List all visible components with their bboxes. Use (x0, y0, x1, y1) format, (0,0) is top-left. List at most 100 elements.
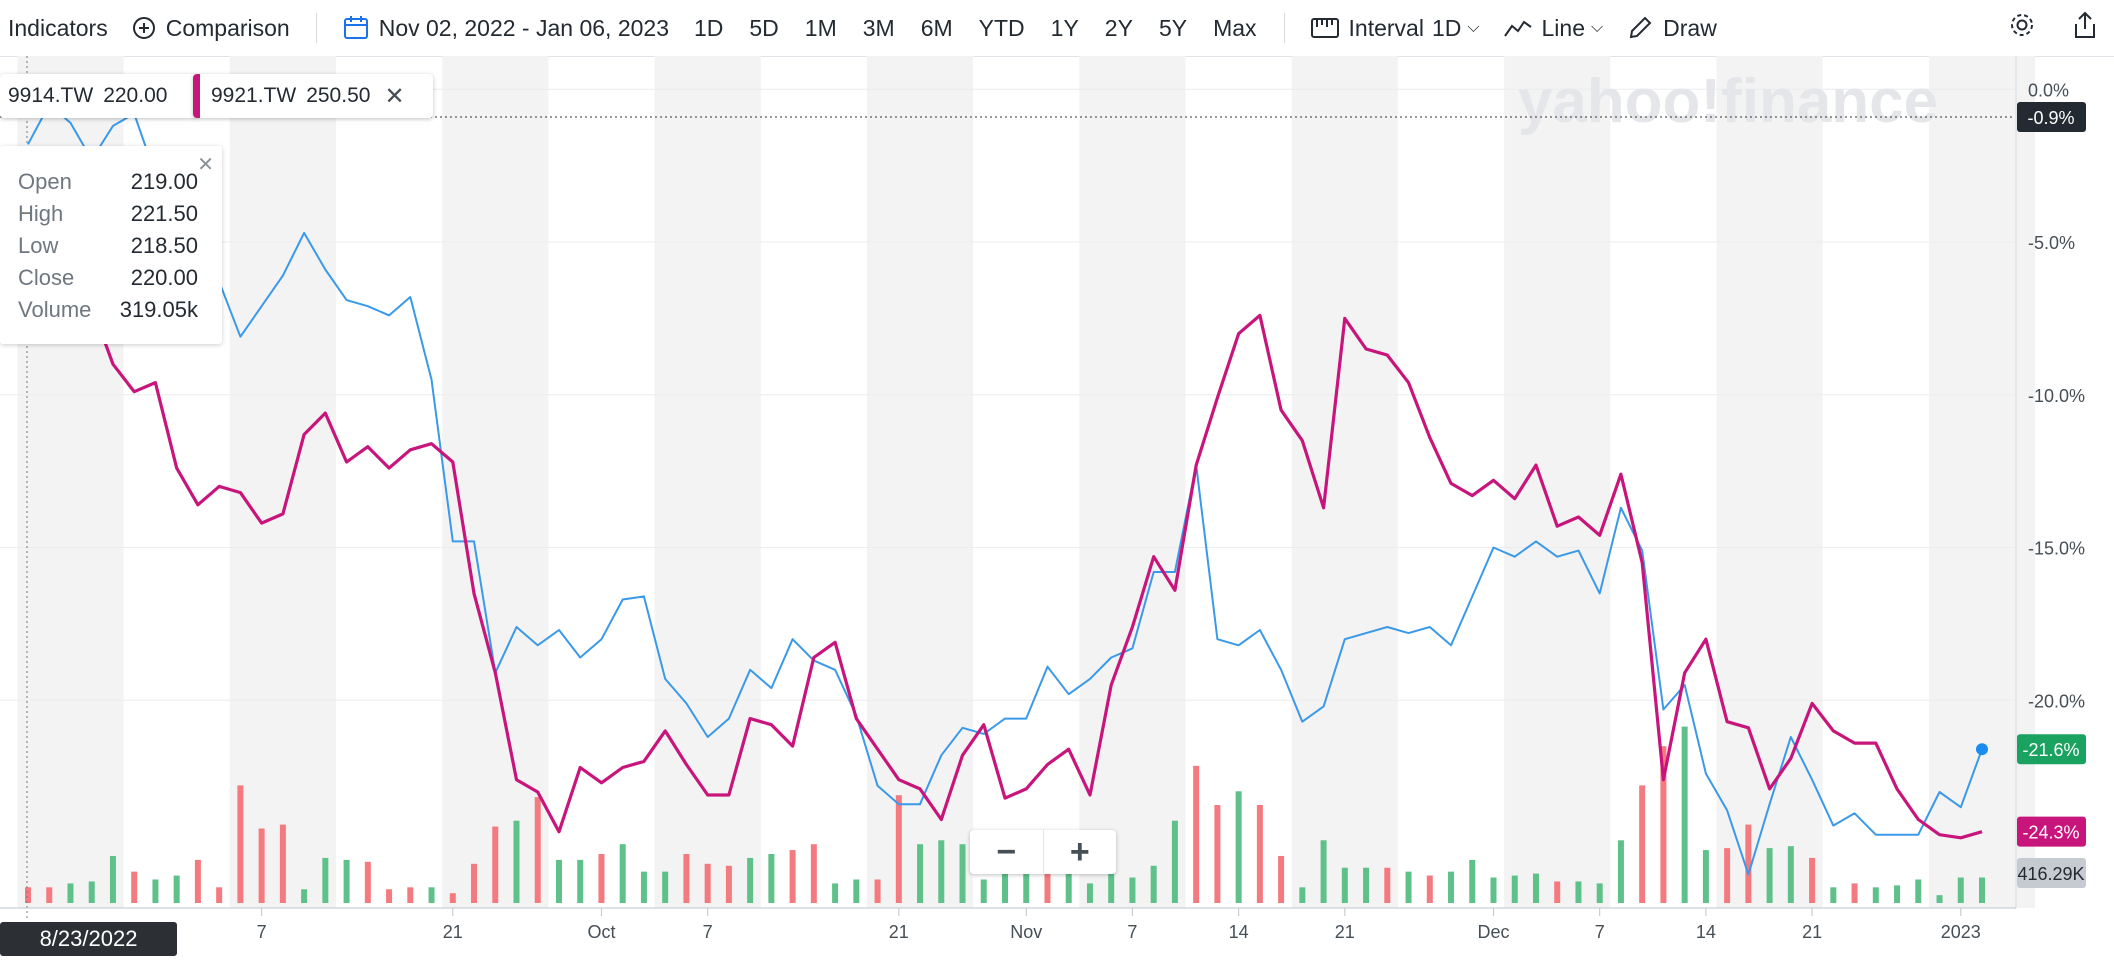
volume-bar (1044, 871, 1051, 903)
chevron-down-icon: ⌵ (1467, 19, 1480, 36)
draw-button[interactable]: Draw (1615, 0, 1729, 56)
volume-bar (874, 879, 881, 903)
volume-bar (1108, 871, 1115, 903)
volume-bar (1405, 871, 1412, 903)
volume-bar (67, 883, 74, 903)
ohlc-row: Low 218.50 (18, 233, 198, 259)
range-ytd[interactable]: YTD (978, 14, 1025, 41)
ohlc-value: 218.50 (130, 233, 198, 258)
range-2y[interactable]: 2Y (1104, 14, 1133, 41)
zoom-controls: − + (970, 830, 1116, 874)
volume-bar (1299, 887, 1306, 903)
week-band (1504, 56, 1611, 908)
volume-bar (1511, 875, 1518, 903)
ohlc-row: High 221.50 (18, 201, 198, 227)
range-5y[interactable]: 5Y (1158, 14, 1188, 41)
volume-bar (1617, 840, 1624, 903)
volume-bar (1490, 877, 1497, 903)
symbol-chip-9914[interactable]: 9914.TW 220.00 (0, 74, 198, 118)
current-price-badge-text: -0.9% (2027, 108, 2074, 128)
volume-bar (1129, 877, 1136, 903)
share-button[interactable] (2060, 0, 2110, 56)
indicators-button[interactable]: Indicators (0, 0, 120, 56)
chart-toolbar: Indicators Comparison Nov 02, 2022 - Jan… (0, 0, 2114, 57)
volume-bar (959, 844, 966, 903)
ohlc-value: 319.05k (119, 297, 198, 322)
x-tick-label: 7 (1595, 922, 1605, 942)
y-tick-label: 0.0% (2028, 80, 2069, 100)
close-icon[interactable]: ✕ (197, 154, 214, 176)
range-5d[interactable]: 5D (749, 14, 779, 41)
x-tick-label: 7 (257, 922, 267, 942)
symbol-ticker: 9914.TW (8, 84, 94, 107)
symbol-price: 250.50 (306, 84, 371, 107)
volume-bar (725, 865, 732, 903)
x-tick-label: 7 (1127, 922, 1137, 942)
volume-bar (1894, 885, 1901, 903)
volume-bar (768, 854, 775, 903)
range-6m[interactable]: 6M (920, 14, 953, 41)
volume-bar (1214, 805, 1221, 903)
volume-bar (449, 893, 456, 903)
settings-button[interactable] (1996, 0, 2048, 56)
volume-bar (386, 889, 393, 903)
range-3m[interactable]: 3M (862, 14, 895, 41)
chevron-down-icon: ⌵ (1591, 19, 1604, 36)
volume-bar (173, 875, 180, 903)
volume-bar (301, 889, 308, 903)
volume-bar (1660, 746, 1667, 903)
volume-bar (194, 859, 201, 903)
close-icon[interactable]: ✕ (384, 82, 405, 110)
series-line-9914.TW (27, 103, 1983, 876)
x-tick-label: Dec (1477, 922, 1509, 942)
volume-bar (1341, 867, 1348, 903)
y-tick-label: -5.0% (2028, 233, 2075, 253)
zoom-in-button[interactable]: + (1069, 832, 1090, 871)
zoom-out-button[interactable]: − (970, 830, 1044, 874)
volume-bar (598, 854, 605, 903)
comparison-label: Comparison (165, 14, 290, 41)
volume-bar (1256, 805, 1263, 903)
ohlc-value: 221.50 (130, 201, 198, 226)
week-band (442, 56, 549, 908)
volume-bar (1002, 871, 1008, 903)
volume-bar (640, 871, 647, 903)
range-1m[interactable]: 1M (804, 14, 837, 41)
range-max[interactable]: Max (1213, 14, 1257, 41)
series-9921-badge: -24.3% (2017, 816, 2086, 847)
volume-bar (1830, 887, 1837, 903)
symbol-chip-9921[interactable]: 9921.TW 250.50 ✕ (193, 74, 433, 118)
pencil-icon (1627, 15, 1653, 41)
x-tick-label: 7 (703, 922, 713, 942)
volume-bar (1384, 867, 1391, 903)
volume-bar (1065, 871, 1072, 903)
volume-bar (1745, 824, 1752, 903)
date-range-label: Nov 02, 2022 - Jan 06, 2023 (378, 14, 669, 41)
volume-bar (980, 879, 987, 903)
ruler-icon (1310, 16, 1339, 40)
range-1d[interactable]: 1D (693, 14, 724, 41)
gear-icon (2008, 11, 2036, 45)
volume-badge-text: 416.29K (2017, 864, 2084, 884)
chart-type-dropdown[interactable]: Line ⌵ (1492, 0, 1616, 56)
volume-bar (1809, 857, 1816, 903)
week-band (1079, 56, 1186, 908)
volume-bar (832, 883, 839, 903)
ohlc-tooltip: ✕ Open 219.00 High 221.50 Low 218.50 Close 2… (0, 146, 222, 344)
comparison-button[interactable]: Comparison (120, 0, 302, 56)
series-9914-badge-text: -21.6% (2022, 740, 2079, 760)
volume-bar (1150, 865, 1157, 903)
date-range-button[interactable]: Nov 02, 2022 - Jan 06, 2023 (331, 0, 681, 56)
ohlc-value: 220.00 (130, 265, 198, 290)
volume-bar (747, 857, 754, 903)
calendar-icon (343, 15, 369, 41)
volume-bar (492, 826, 499, 903)
series-line-9921.TW (27, 209, 1983, 840)
volume-bar (88, 881, 95, 903)
last-point-marker (1976, 743, 1988, 756)
x-tick-label: 21 (889, 922, 909, 942)
range-1y[interactable]: 1Y (1050, 14, 1079, 41)
toolbar-divider (315, 13, 317, 43)
interval-dropdown[interactable]: Interval 1D ⌵ (1299, 0, 1492, 56)
